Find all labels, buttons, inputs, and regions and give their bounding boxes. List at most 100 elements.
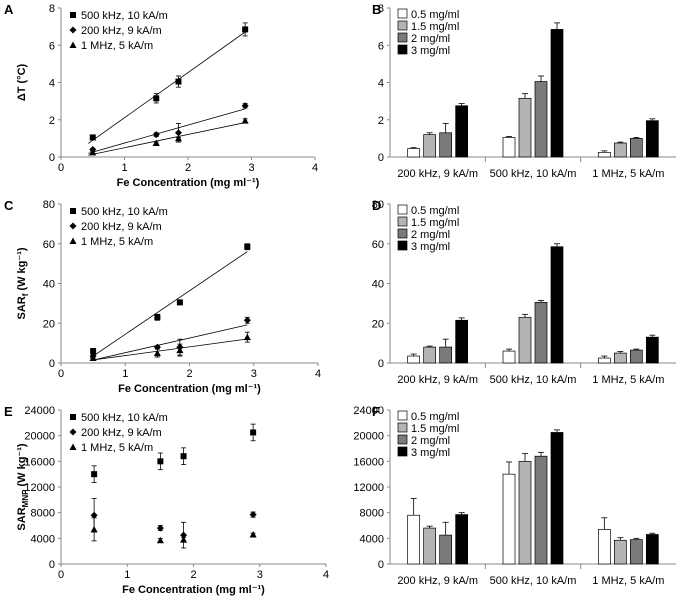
diamond-marker xyxy=(156,524,164,532)
y-tick-label: 0 xyxy=(378,559,384,571)
y-tick-label: 40 xyxy=(43,279,55,291)
triangle-marker xyxy=(241,117,249,124)
triangle-marker xyxy=(90,525,98,533)
y-tick-label: 0 xyxy=(378,152,384,164)
y-tick-label: 4 xyxy=(378,78,384,90)
category-label: 200 kHz, 9 kA/m xyxy=(397,575,478,587)
y-tick-label: 0 xyxy=(378,358,384,370)
bar-panel-D: 0 20 40 60 80 200 kHz, 9 kA/m 500 kHz, 10 kA/m… xyxy=(372,198,676,386)
x-tick-label: 0 xyxy=(58,569,64,581)
bar xyxy=(534,81,548,158)
square-marker xyxy=(89,134,96,141)
category-label: 500 kHz, 10 kA/m xyxy=(490,575,577,587)
legend-entry: 500 kHz, 10 kA/m xyxy=(81,10,168,22)
series-1 xyxy=(90,498,257,549)
diamond-marker xyxy=(69,428,77,436)
y-tick-label: 20000 xyxy=(353,431,384,443)
x-tick-label: 3 xyxy=(248,162,254,174)
square-marker xyxy=(70,414,76,420)
series-0 xyxy=(89,243,251,359)
series-2 xyxy=(88,117,249,156)
bar xyxy=(518,97,532,158)
panel-label-F: F xyxy=(372,404,380,419)
bar xyxy=(502,350,516,364)
bar xyxy=(455,319,469,364)
square-marker xyxy=(70,12,76,18)
legend: 0.5 mg/ml1.5 mg/ml2 mg/ml3 mg/ml xyxy=(397,8,459,57)
y-tick-label: 4000 xyxy=(31,533,55,545)
triangle-marker xyxy=(153,349,161,357)
square-marker xyxy=(70,208,76,214)
square-marker xyxy=(153,95,160,102)
x-tick-label: 3 xyxy=(257,569,263,581)
triangle-marker xyxy=(156,536,164,544)
panel-label-E: E xyxy=(4,404,13,419)
bar xyxy=(502,137,516,158)
square-marker xyxy=(176,299,183,306)
triangle-marker xyxy=(243,333,251,341)
diamond-marker xyxy=(243,316,251,324)
category-label: 1 MHz, 5 kA/m xyxy=(592,575,664,587)
legend-swatch xyxy=(397,422,408,433)
bar xyxy=(423,346,437,364)
bar xyxy=(407,355,421,364)
legend: 0.5 mg/ml1.5 mg/ml2 mg/ml3 mg/ml xyxy=(397,204,459,253)
bar xyxy=(534,455,548,565)
series-0 xyxy=(88,22,249,144)
series-2 xyxy=(90,517,257,544)
legend-entry: 1.5 mg/ml xyxy=(411,423,459,435)
panel-label-D: D xyxy=(372,198,381,213)
series-0 xyxy=(91,423,257,483)
bar xyxy=(550,246,564,364)
category-label: 500 kHz, 10 kA/m xyxy=(490,374,577,386)
x-tick-label: 0 xyxy=(58,162,64,174)
panel-label-B: B xyxy=(372,2,381,17)
square-marker xyxy=(154,314,161,321)
bar xyxy=(629,539,643,565)
bar xyxy=(439,534,453,565)
square-marker xyxy=(242,26,249,33)
square-marker xyxy=(175,78,182,85)
bar xyxy=(597,357,611,364)
y-tick-label: 6 xyxy=(49,40,55,52)
y-tick-label: 20 xyxy=(372,318,384,330)
legend-swatch xyxy=(397,434,408,445)
category-label: 1 MHz, 5 kA/m xyxy=(592,168,664,180)
fit-line xyxy=(88,122,246,156)
bar xyxy=(518,316,532,364)
diamond-marker xyxy=(241,102,249,110)
bar xyxy=(518,460,532,565)
diamond-marker xyxy=(69,222,77,230)
diamond-marker xyxy=(174,129,182,137)
legend-entry: 0.5 mg/ml xyxy=(411,205,459,217)
x-tick-label: 4 xyxy=(312,162,318,174)
legend-entry: 500 kHz, 10 kA/m xyxy=(81,206,168,218)
y-tick-label: 4000 xyxy=(360,533,384,545)
bar xyxy=(407,514,421,565)
legend: 500 kHz, 10 kA/m 200 kHz, 9 kA/m 1 MHz, 5 … xyxy=(69,206,168,248)
y-tick-label: 12000 xyxy=(24,482,55,494)
bar xyxy=(629,138,643,158)
diamond-marker xyxy=(152,131,160,139)
bar xyxy=(613,142,627,158)
bar xyxy=(629,349,643,364)
y-tick-label: 80 xyxy=(372,199,384,211)
y-tick-label: 16000 xyxy=(24,456,55,468)
x-tick-label: 2 xyxy=(185,162,191,174)
y-tick-label: 80 xyxy=(43,199,55,211)
legend-entry: 200 kHz, 9 kA/m xyxy=(81,221,162,233)
bar xyxy=(645,120,659,158)
legend-entry: 1 MHz, 5 kA/m xyxy=(81,40,153,52)
legend-entry: 200 kHz, 9 kA/m xyxy=(81,427,162,439)
legend-entry: 3 mg/ml xyxy=(411,45,450,57)
bar xyxy=(550,29,564,158)
legend-entry: 1.5 mg/ml xyxy=(411,217,459,229)
series-1 xyxy=(89,316,251,362)
bar xyxy=(534,302,548,364)
x-axis-label: Fe Concentration (mg ml⁻¹) xyxy=(117,177,260,189)
y-axis-label: ΔT (°C) xyxy=(16,63,28,101)
y-tick-label: 20 xyxy=(43,318,55,330)
y-tick-label: 4 xyxy=(49,78,55,90)
x-tick-label: 3 xyxy=(251,368,257,380)
x-tick-label: 4 xyxy=(315,368,321,380)
